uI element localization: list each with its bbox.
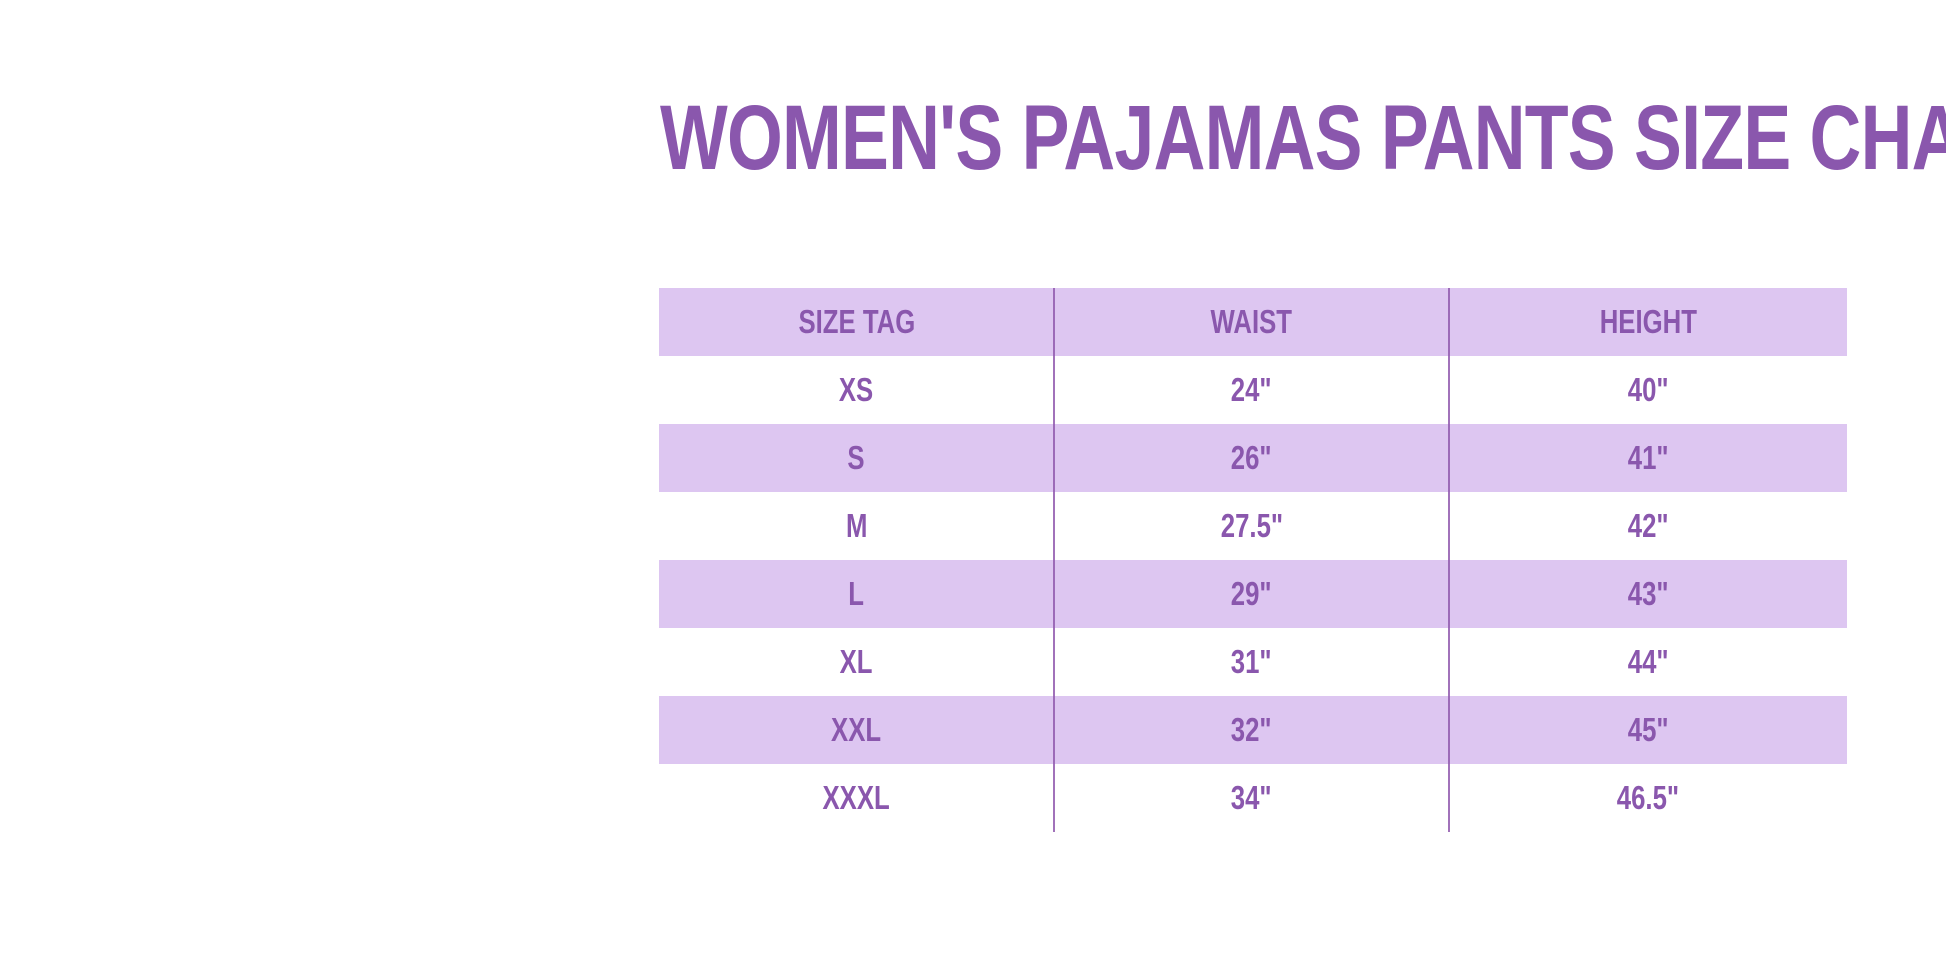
header-label-size-tag: SIZE TAG [798,303,915,340]
size-value: S [847,439,866,476]
column-divider-2 [1448,288,1450,832]
size-value: L [848,575,865,612]
table-row-xxl: XXL 32" 45" [659,696,1847,764]
size-value: XXXL [822,779,891,816]
height-value: 40" [1627,371,1669,408]
waist-cell: 24" [1054,356,1449,424]
size-cell: M [659,492,1054,560]
size-value: M [845,507,868,544]
header-cell-size-tag: SIZE TAG [659,288,1054,356]
waist-value: 32" [1231,711,1272,748]
waist-value: 29" [1231,575,1272,612]
waist-value: 26" [1231,439,1272,476]
height-value: 45" [1627,711,1669,748]
height-cell: 46.5" [1449,764,1847,832]
waist-cell: 32" [1054,696,1449,764]
waist-value: 34" [1231,779,1272,816]
table-row-xxxl: XXXL 34" 46.5" [659,764,1847,832]
height-cell: 44" [1449,628,1847,696]
size-value: XL [840,643,873,680]
size-table: SIZE TAG WAIST HEIGHT XS 24" 40" S 26" 4… [659,288,1847,832]
size-cell: L [659,560,1054,628]
waist-cell: 29" [1054,560,1449,628]
table-row-xl: XL 31" 44" [659,628,1847,696]
waist-cell: 34" [1054,764,1449,832]
table-row-l: L 29" 43" [659,560,1847,628]
waist-value: 27.5" [1220,507,1283,544]
size-cell: XXL [659,696,1054,764]
header-label-height: HEIGHT [1599,303,1697,340]
size-cell: XS [659,356,1054,424]
height-value: 41" [1627,439,1669,476]
height-cell: 42" [1449,492,1847,560]
height-value: 46.5" [1616,779,1680,816]
size-cell: XL [659,628,1054,696]
table-header-row: SIZE TAG WAIST HEIGHT [659,288,1847,356]
size-cell: XXXL [659,764,1054,832]
waist-value: 24" [1231,371,1272,408]
header-label-waist: WAIST [1210,303,1293,340]
table-row-s: S 26" 41" [659,424,1847,492]
waist-cell: 31" [1054,628,1449,696]
header-cell-height: HEIGHT [1449,288,1847,356]
header-cell-waist: WAIST [1054,288,1449,356]
waist-value: 31" [1231,643,1272,680]
page-title: WOMEN'S PAJAMAS PANTS SIZE CHART [660,92,1946,184]
table-row-m: M 27.5" 42" [659,492,1847,560]
height-cell: 40" [1449,356,1847,424]
height-value: 43" [1627,575,1669,612]
table-row-xs: XS 24" 40" [659,356,1847,424]
height-cell: 43" [1449,560,1847,628]
waist-cell: 26" [1054,424,1449,492]
height-value: 44" [1627,643,1669,680]
height-cell: 41" [1449,424,1847,492]
page-title-text: WOMEN'S PAJAMAS PANTS SIZE CHART [660,87,1946,189]
height-cell: 45" [1449,696,1847,764]
size-value: XS [839,371,874,408]
waist-cell: 27.5" [1054,492,1449,560]
size-cell: S [659,424,1054,492]
size-value: XXL [831,711,882,748]
column-divider-1 [1053,288,1055,832]
height-value: 42" [1627,507,1669,544]
